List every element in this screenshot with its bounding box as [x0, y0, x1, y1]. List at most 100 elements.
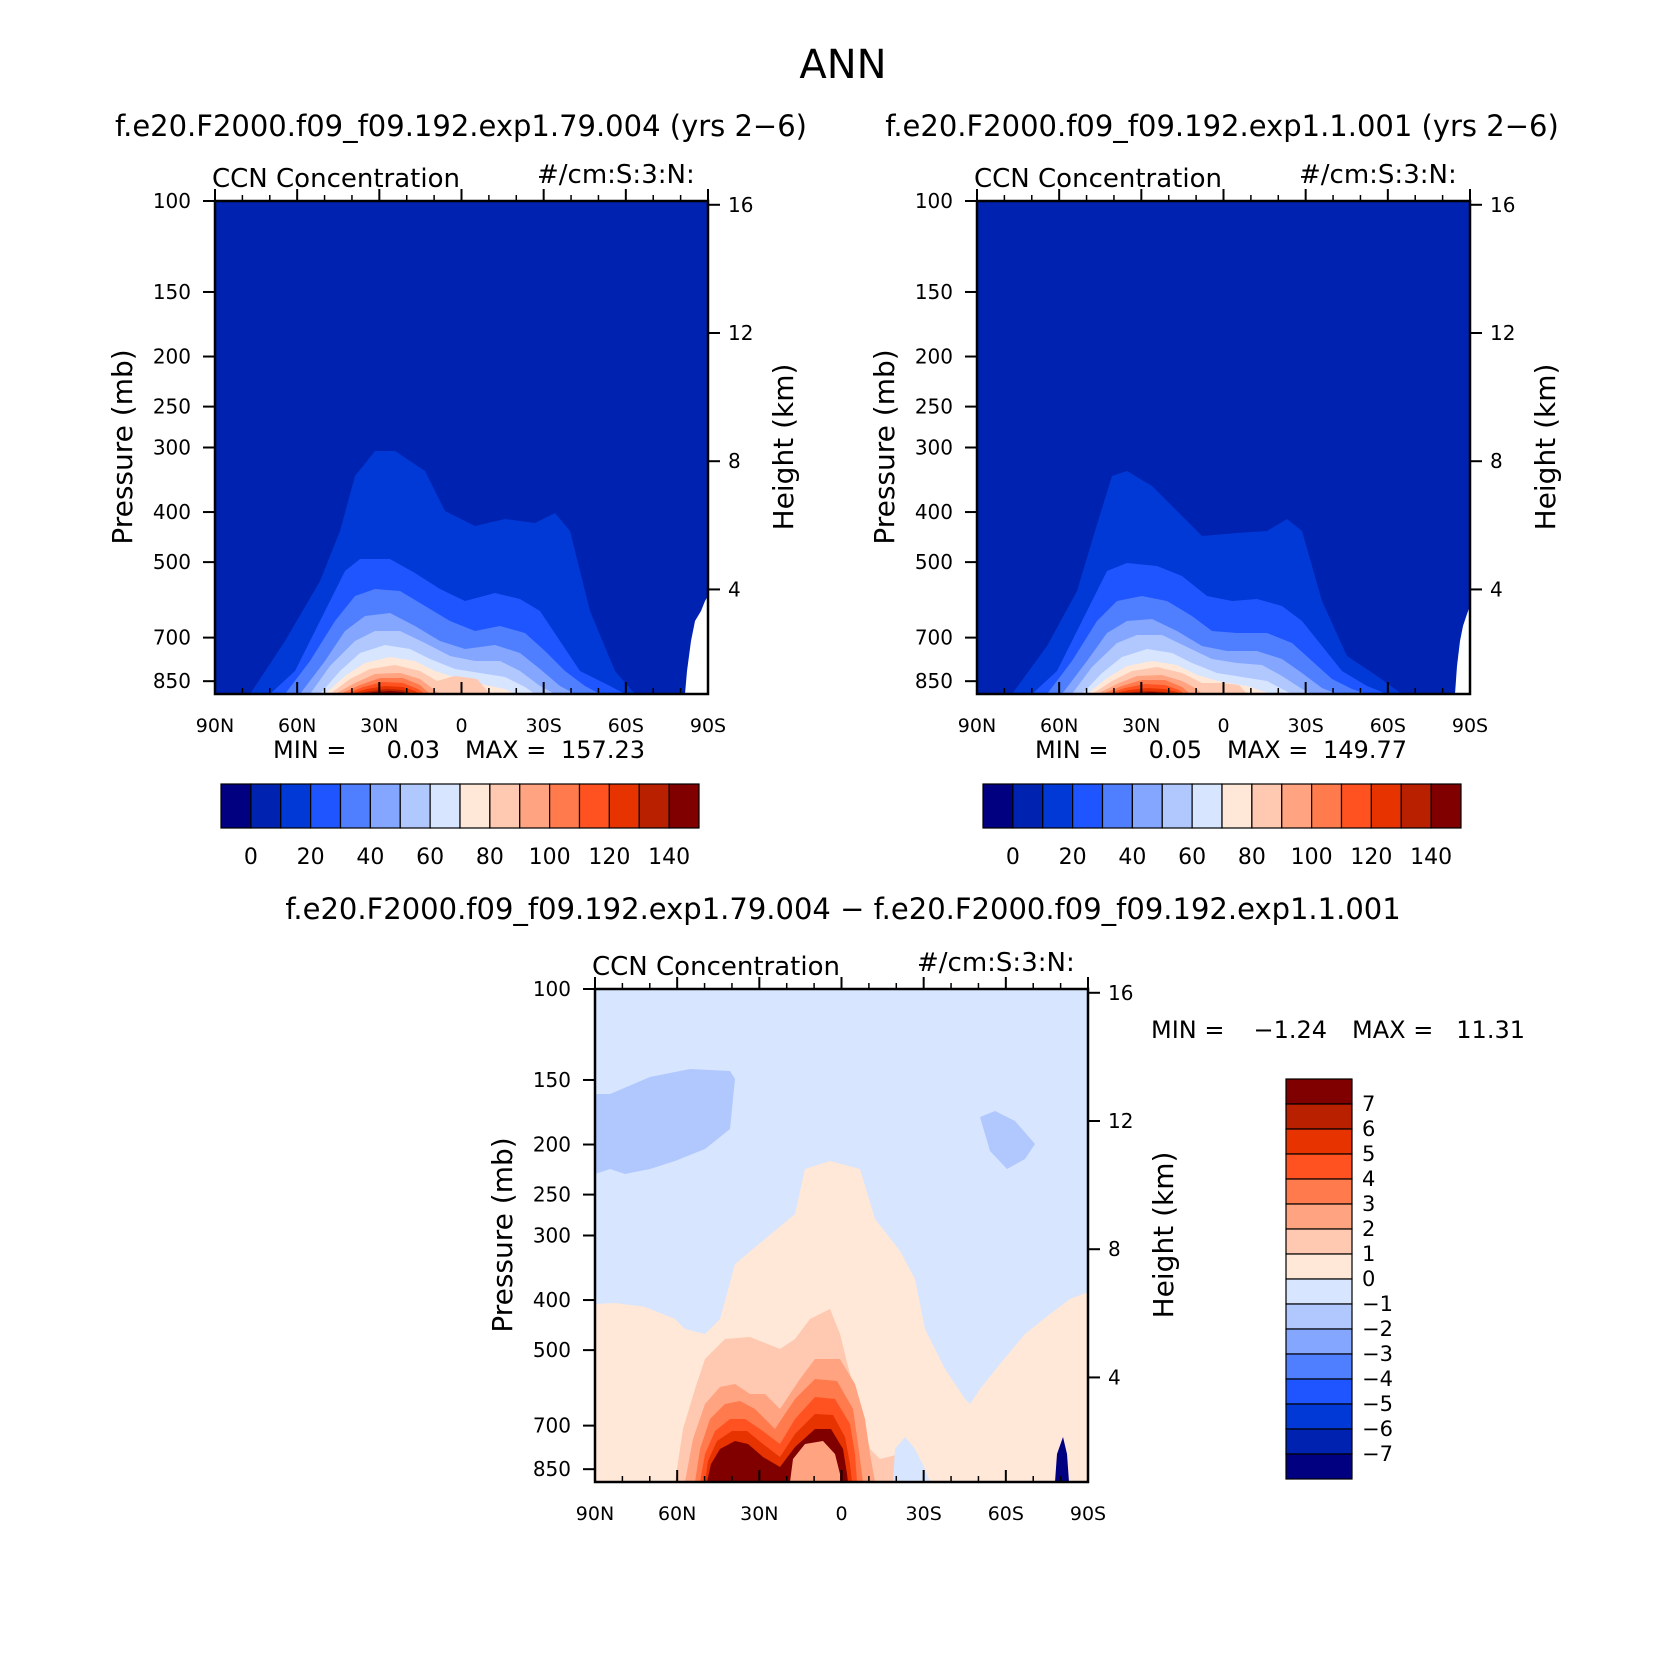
panel-bottom-plot	[595, 989, 1088, 1482]
colorbar-tick-label: −6	[1362, 1417, 1393, 1441]
y-tick-label: 500	[915, 550, 953, 574]
min-value-top-left: 0.03	[387, 736, 440, 764]
axes-top-left: 90N 60N 30N 0 30S 60S 90S 100 150 200 250 300 400 500…	[153, 189, 753, 737]
colorbar-tick-label: 100	[1291, 845, 1333, 870]
colorbar-box	[429, 783, 461, 829]
y-right-tick-label: 12	[1108, 1109, 1133, 1133]
colorbar-box	[220, 783, 252, 829]
colorbar-box	[1042, 783, 1074, 829]
colorbar-box	[1131, 783, 1163, 829]
colorbar-box	[1285, 1278, 1353, 1305]
max-value-top-right: 149.77	[1323, 736, 1407, 764]
x-tick-label: 0	[455, 715, 467, 737]
y-tick-label: 100	[153, 189, 191, 213]
colorbar-tick-label: 0	[1362, 1267, 1375, 1291]
y-right-tick-label: 8	[1108, 1237, 1121, 1261]
colorbar-tick-label: 1	[1362, 1242, 1375, 1266]
ylabel-left-top-right: Pressure (mb)	[868, 349, 901, 544]
x-tick-label: 30S	[906, 1503, 942, 1525]
colorbar-box	[1285, 1203, 1353, 1230]
y-tick-label: 250	[915, 395, 953, 419]
colorbar-box	[668, 783, 700, 829]
x-tick-label: 60N	[278, 715, 316, 737]
colorbar-tick-label: 80	[1238, 845, 1266, 870]
ylabel-left-bottom: Pressure (mb)	[486, 1137, 519, 1332]
min-value-bottom: −1.24	[1253, 1016, 1327, 1044]
colorbar-tick-label: 20	[297, 845, 325, 870]
x-tick-label: 30S	[526, 715, 562, 737]
colorbar-box	[1101, 783, 1133, 829]
x-tick-label: 90N	[196, 715, 234, 737]
colorbar-tick-label: 140	[648, 845, 690, 870]
colorbar-box	[578, 783, 610, 829]
ylabel-right-top-left: Height (km)	[767, 364, 800, 531]
colorbar-box	[638, 783, 670, 829]
colorbar-tick-label: 2	[1362, 1217, 1375, 1241]
y-tick-label: 250	[533, 1183, 571, 1207]
x-tick-label: 0	[835, 1503, 847, 1525]
y-tick-label: 150	[153, 280, 191, 304]
y-tick-label: 850	[915, 669, 953, 693]
colorbar-box	[1370, 783, 1402, 829]
contour-fill-level-pos7a	[710, 1454, 740, 1482]
colorbar-box	[1285, 1078, 1353, 1105]
colorbar-box	[1285, 1128, 1353, 1155]
colorbar-tick-label: −4	[1362, 1367, 1393, 1391]
colorbar-box	[608, 783, 640, 829]
y-tick-label: 400	[533, 1288, 571, 1312]
colorbar-box	[459, 783, 491, 829]
y-tick-label: 300	[153, 436, 191, 460]
y-tick-label: 700	[915, 626, 953, 650]
colorbar-tick-label: 0	[244, 845, 258, 870]
contour-fill-level-neg2-topright	[980, 1111, 1035, 1169]
x-tick-label: 60S	[988, 1503, 1024, 1525]
y-right-tick-label: 16	[1490, 193, 1515, 217]
y-tick-label: 150	[915, 280, 953, 304]
colorbar-box	[519, 783, 551, 829]
colorbar-box	[280, 783, 312, 829]
colorbar-tick-label: −5	[1362, 1392, 1393, 1416]
y-right-tick-label: 16	[728, 193, 753, 217]
x-tick-label: 60N	[1040, 715, 1078, 737]
x-tick-label: 90S	[1452, 715, 1488, 737]
x-tick-label: 60N	[658, 1503, 696, 1525]
min-label-top-right: MIN =	[1035, 736, 1108, 764]
panel-top-right: f.e20.F2000.f09_f09.192.exp1.1.001 (yrs …	[868, 109, 1562, 870]
max-label-bottom: MAX =	[1352, 1016, 1433, 1044]
max-label-top-left: MAX =	[465, 736, 546, 764]
colorbar-box	[1285, 1453, 1353, 1480]
colorbar-tick-label: 100	[529, 845, 571, 870]
y-right-tick-label: 4	[1490, 577, 1503, 601]
colorbar-box	[250, 783, 282, 829]
colorbar-box	[1285, 1253, 1353, 1280]
x-tick-label: 30S	[1288, 715, 1324, 737]
panel-top-left-plot	[215, 201, 708, 694]
contour-fill-level-neg2-topleft	[595, 1069, 735, 1174]
colorbar-box	[1072, 783, 1104, 829]
colorbar-box	[1285, 1303, 1353, 1330]
y-tick-label: 200	[153, 345, 191, 369]
contour-fill-level-pos7b	[747, 1457, 767, 1482]
colorbar-box	[369, 783, 401, 829]
x-tick-label: 30N	[1122, 715, 1160, 737]
y-right-tick-label: 4	[728, 577, 741, 601]
colorbar-box	[1311, 783, 1343, 829]
x-tick-label: 90S	[1070, 1503, 1106, 1525]
min-value-top-right: 0.05	[1149, 736, 1202, 764]
panel-top-left: f.e20.F2000.f09_f09.192.exp1.79.004 (yrs…	[106, 109, 807, 870]
panel-bottom-variable: CCN Concentration	[592, 952, 840, 982]
x-tick-label: 30N	[360, 715, 398, 737]
y-tick-label: 500	[153, 550, 191, 574]
colorbar-box	[489, 783, 521, 829]
contour-fill-level-pos7c	[790, 1441, 840, 1482]
colorbar-top-left: 0 20 40 60 80 100 120 140	[220, 783, 700, 870]
colorbar-tick-label: −2	[1362, 1317, 1393, 1341]
panel-bottom: f.e20.F2000.f09_f09.192.exp1.79.004 − f.…	[285, 892, 1525, 1525]
min-label-bottom: MIN =	[1151, 1016, 1224, 1044]
contour-fill-level-neg-rightedge	[1055, 1437, 1069, 1482]
figure-title: ANN	[799, 42, 886, 88]
colorbar-box	[1281, 783, 1313, 829]
colorbar-tick-label: −7	[1362, 1442, 1393, 1466]
panel-bottom-case-title: f.e20.F2000.f09_f09.192.exp1.79.004 − f.…	[285, 892, 1400, 926]
